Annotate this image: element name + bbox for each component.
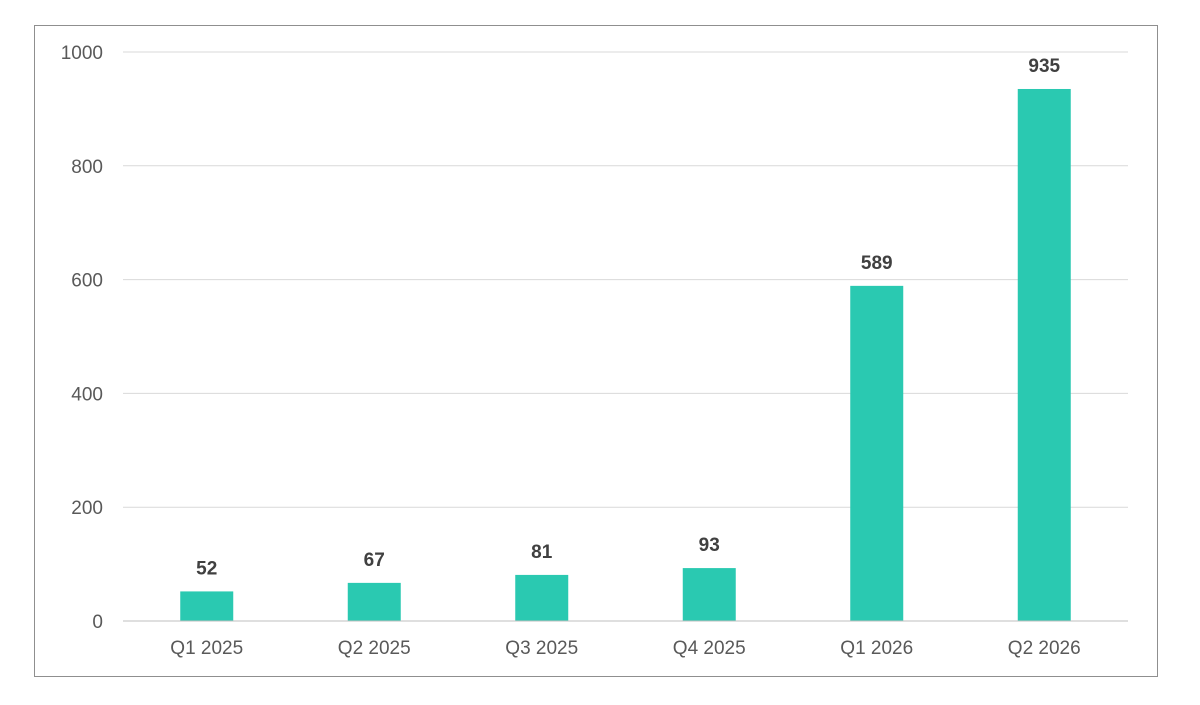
y-tick-label-200: 200 — [71, 498, 103, 519]
data-label-q4-2025: 93 — [699, 535, 720, 556]
bar-q2-2026 — [1017, 88, 1071, 622]
bar-q2-2025 — [347, 582, 401, 621]
y-tick-label-600: 600 — [71, 271, 103, 292]
data-labels: 52 67 81 93 589 935 — [196, 56, 1060, 579]
data-label-q2-2026: 935 — [1028, 56, 1060, 77]
x-axis-ticks: Q1 2025 Q2 2025 Q3 2025 Q4 2025 Q1 2026 Q2 20… — [170, 638, 1080, 659]
data-label-q1-2026: 589 — [861, 253, 893, 274]
data-label-q2-2025: 67 — [364, 550, 385, 571]
y-tick-label-0: 0 — [92, 612, 103, 633]
bar-q1-2026 — [850, 285, 904, 621]
bar-q1-2025 — [180, 591, 234, 621]
x-tick-label-q3-2025: Q3 2025 — [505, 638, 578, 659]
y-axis-ticks: 0 200 400 600 800 1000 — [61, 43, 103, 633]
bar-q4-2025 — [682, 568, 736, 621]
bars — [180, 88, 1071, 622]
x-tick-label-q4-2025: Q4 2025 — [673, 638, 746, 659]
y-tick-label-800: 800 — [71, 157, 103, 178]
y-tick-label-1000: 1000 — [61, 43, 103, 64]
bar-q3-2025 — [515, 574, 569, 621]
y-tick-label-400: 400 — [71, 384, 103, 405]
x-tick-label-q1-2025: Q1 2025 — [170, 638, 243, 659]
data-label-q1-2025: 52 — [196, 558, 217, 579]
gridlines — [123, 51, 1128, 508]
x-tick-label-q2-2026: Q2 2026 — [1008, 638, 1081, 659]
chart-frame — [34, 25, 1158, 677]
x-tick-label-q2-2025: Q2 2025 — [338, 638, 411, 659]
x-tick-label-q1-2026: Q1 2026 — [840, 638, 913, 659]
data-label-q3-2025: 81 — [531, 542, 553, 563]
